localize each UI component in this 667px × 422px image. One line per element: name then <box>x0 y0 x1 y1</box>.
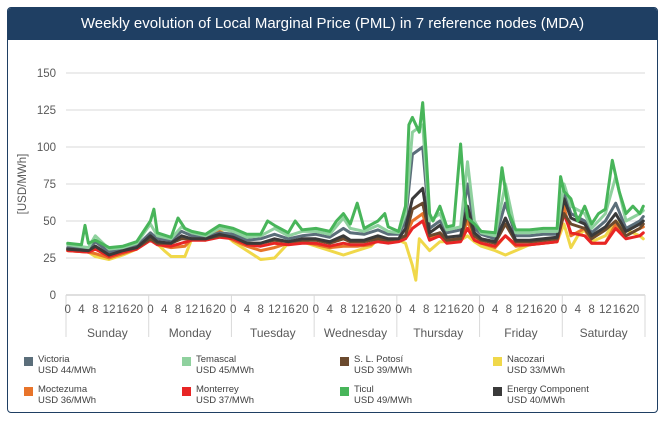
legend-swatch <box>340 357 349 366</box>
legend-series-value: USD 49/MWh <box>354 395 413 406</box>
x-tick-label: 12 <box>516 304 529 316</box>
x-day-label: Tuesday <box>250 326 296 340</box>
y-tick-label: 0 <box>50 290 56 302</box>
y-tick-label: 125 <box>37 105 56 117</box>
x-tick-label: 12 <box>185 304 198 316</box>
x-tick-label: 12 <box>434 304 447 316</box>
legend-series-name: Ticul <box>354 384 374 395</box>
x-tick-label: 8 <box>588 304 594 316</box>
x-tick-label: 4 <box>409 304 416 316</box>
legend-series-name: Moctezuma <box>38 384 88 395</box>
legend-series-value: USD 39/MWh <box>354 365 413 376</box>
series-line-temascal <box>66 123 645 251</box>
x-day-label: Sunday <box>87 326 128 340</box>
x-tick-label: 8 <box>92 304 98 316</box>
chart-legend: Victoria USD 44/MWh Temascal USD 45/MWh S. L… <box>8 352 657 412</box>
legend-swatch <box>182 387 191 396</box>
x-tick-label: 20 <box>461 304 474 316</box>
x-tick-label: 12 <box>351 304 364 316</box>
legend-series-value: USD 40/MWh <box>507 395 566 406</box>
legend-swatch <box>493 357 502 366</box>
x-tick-label: 4 <box>575 304 582 316</box>
x-day-label: Friday <box>504 326 537 340</box>
x-tick-label: 8 <box>506 304 512 316</box>
x-tick-label: 4 <box>161 304 168 316</box>
x-tick-label: 20 <box>213 304 226 316</box>
legend-series-value: USD 33/MWh <box>507 365 566 376</box>
legend-swatch <box>340 387 349 396</box>
legend-series-value: USD 45/MWh <box>196 365 255 376</box>
legend-series-name: Nacozari <box>507 354 545 365</box>
x-tick-label: 4 <box>492 304 499 316</box>
x-tick-label: 8 <box>340 304 346 316</box>
chart-title: Weekly evolution of Local Marginal Price… <box>8 8 657 40</box>
x-tick-label: 0 <box>561 304 567 316</box>
x-tick-label: 8 <box>423 304 429 316</box>
legend-swatch <box>493 387 502 396</box>
x-tick-label: 8 <box>175 304 181 316</box>
legend-swatch <box>24 387 33 396</box>
x-day-label: Thursday <box>413 326 463 340</box>
x-tick-label: 16 <box>365 304 378 316</box>
x-tick-label: 8 <box>258 304 264 316</box>
x-tick-label: 4 <box>78 304 85 316</box>
series-line-ticul <box>66 101 645 250</box>
legend-series-name: S. L. Potosí <box>354 354 404 365</box>
y-tick-label: 75 <box>43 179 56 191</box>
y-tick-label: 25 <box>43 253 56 265</box>
y-tick-label: 50 <box>43 216 56 228</box>
x-day-label: Monday <box>169 326 212 340</box>
legend-series-name: Energy Component <box>507 384 589 395</box>
legend-swatch <box>182 357 191 366</box>
legend-series-value: USD 36/MWh <box>38 395 97 406</box>
x-day-label: Wednesday <box>324 326 387 340</box>
legend-swatch <box>24 357 33 366</box>
legend-series-name: Victoria <box>38 354 70 365</box>
x-tick-label: 4 <box>244 304 251 316</box>
x-day-label: Saturday <box>580 326 628 340</box>
x-tick-label: 16 <box>447 304 460 316</box>
legend-series-value: USD 44/MWh <box>38 365 97 376</box>
x-tick-label: 4 <box>326 304 333 316</box>
x-tick-label: 0 <box>65 304 71 316</box>
y-tick-label: 100 <box>37 142 56 154</box>
x-tick-label: 20 <box>544 304 557 316</box>
x-tick-label: 12 <box>599 304 612 316</box>
legend-series-name: Monterrey <box>196 384 239 395</box>
legend-series-value: USD 37/MWh <box>196 395 255 406</box>
legend-series-name: Temascal <box>196 354 237 365</box>
x-tick-label: 20 <box>378 304 391 316</box>
x-tick-label: 0 <box>313 304 319 316</box>
x-tick-label: 16 <box>199 304 212 316</box>
x-tick-label: 20 <box>296 304 309 316</box>
x-tick-label: 20 <box>627 304 640 316</box>
y-axis-label: [USD/MWh] <box>17 154 29 215</box>
chart-frame: Weekly evolution of Local Marginal Price… <box>7 7 658 413</box>
y-tick-label: 150 <box>37 68 56 80</box>
x-tick-label: 0 <box>147 304 153 316</box>
x-tick-label: 12 <box>268 304 281 316</box>
x-tick-label: 16 <box>613 304 626 316</box>
x-tick-label: 16 <box>282 304 295 316</box>
x-tick-label: 20 <box>130 304 143 316</box>
x-tick-label: 0 <box>230 304 236 316</box>
x-tick-label: 16 <box>530 304 543 316</box>
x-tick-label: 16 <box>116 304 129 316</box>
x-tick-label: 12 <box>103 304 116 316</box>
x-tick-label: 0 <box>395 304 401 316</box>
x-tick-label: 0 <box>478 304 484 316</box>
